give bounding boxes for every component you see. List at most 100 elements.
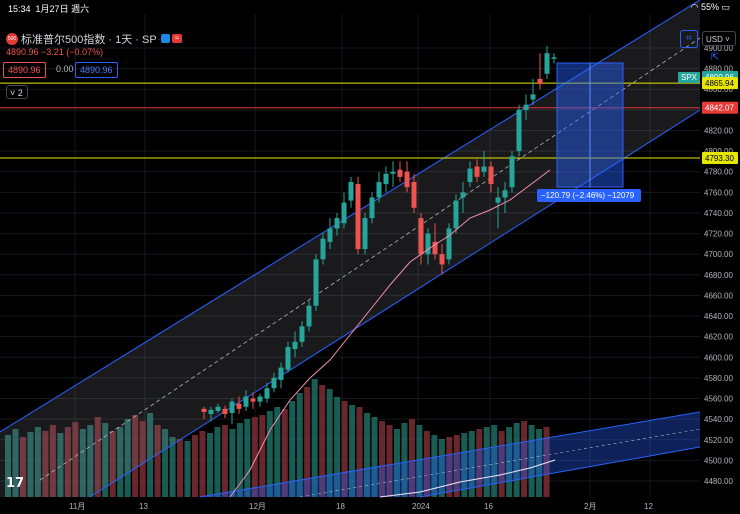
price-axis[interactable] xyxy=(700,14,740,514)
volume-bar xyxy=(139,421,146,497)
hline-4865-tag: 4865.94 xyxy=(705,79,734,88)
hline-4865-tag-bg xyxy=(702,77,738,90)
candle xyxy=(306,305,312,327)
chart-header: 500 标准普尔500指数 · 1天 · SP · · · ≈ 4890.96 … xyxy=(0,14,740,99)
indicator-count: 2 xyxy=(17,88,23,98)
price-tick-label: 4520.00 xyxy=(704,436,733,445)
volume-bar xyxy=(184,441,191,497)
volume-bar xyxy=(64,427,71,497)
volume-bar xyxy=(416,425,423,497)
volume-bar xyxy=(72,422,79,497)
candle xyxy=(544,53,550,74)
volume-bar xyxy=(289,401,296,497)
volume-bar xyxy=(521,421,528,497)
candle xyxy=(243,396,249,407)
status-bar: 15:34 1月27日 週六 ◠ 55% ▭ xyxy=(0,0,740,14)
candle xyxy=(376,182,382,198)
price-tick-label: 4660.00 xyxy=(704,291,733,300)
volume-bar xyxy=(319,385,326,497)
crosshair-icon[interactable]: ⌗ xyxy=(680,30,698,48)
volume-bar xyxy=(379,421,385,497)
candle xyxy=(264,388,270,399)
price-tick-label: 4780.00 xyxy=(704,168,733,177)
candle xyxy=(411,182,417,208)
price-tick-label: 4860.00 xyxy=(704,85,733,94)
volume-average-line xyxy=(379,459,556,498)
volume-bar xyxy=(513,423,520,497)
time-axis-label: 2月 xyxy=(584,502,596,511)
sell-price-button[interactable]: 4890.96 xyxy=(3,62,46,78)
volume-bar xyxy=(349,405,356,497)
volume-bar xyxy=(221,425,228,497)
volume-bar xyxy=(408,419,415,497)
candle xyxy=(446,228,452,260)
candle xyxy=(453,200,459,229)
bar-style-icon[interactable] xyxy=(161,34,170,43)
volume-bar xyxy=(102,423,109,497)
volume-bar xyxy=(364,413,371,497)
volume-bar xyxy=(87,425,94,497)
volume-bar xyxy=(199,431,206,497)
volume-channel-lower xyxy=(419,446,701,498)
volume-bar xyxy=(49,425,56,497)
candle xyxy=(341,202,347,224)
expand-icon[interactable]: ⇱ xyxy=(710,52,720,63)
time-axis-label: 2024 xyxy=(412,502,430,511)
candle xyxy=(236,403,242,409)
price-tick-label: 4680.00 xyxy=(704,271,733,280)
measure-label: −120.79 (−2.46%) −12079 xyxy=(541,191,635,200)
volume-bar xyxy=(192,435,198,497)
buy-price-button[interactable]: 4890.96 xyxy=(75,62,118,78)
tradingview-logo: 17 xyxy=(6,476,25,491)
candle xyxy=(425,233,431,255)
volume-channel-median xyxy=(299,428,701,498)
volume-bar xyxy=(132,415,139,497)
volume-bar xyxy=(236,423,243,497)
spread-value: 0.00 xyxy=(56,64,74,74)
hline-4842-tag: 4842.07 xyxy=(705,104,734,113)
symbol-logo-icon[interactable]: 500 xyxy=(6,33,18,45)
symbol-tag-bg xyxy=(678,72,700,83)
price-tick-label: 4540.00 xyxy=(704,415,733,424)
wave-icon[interactable]: ≈ xyxy=(172,34,182,43)
volume-bar xyxy=(498,431,505,497)
candle xyxy=(467,168,473,183)
candle xyxy=(355,184,361,250)
volume-bar xyxy=(446,437,453,497)
candle xyxy=(432,241,438,255)
time-axis-label: 12 xyxy=(644,502,653,511)
trend-channel-lower xyxy=(89,109,701,498)
indicator-collapse-button[interactable]: ˅ 2 xyxy=(6,85,28,99)
candle xyxy=(313,259,319,306)
price-tick-label: 4640.00 xyxy=(704,312,733,321)
volume-bar xyxy=(5,435,11,497)
volume-bar xyxy=(431,435,438,497)
symbol-title[interactable]: 标准普尔500指数 · 1天 · SP xyxy=(21,34,157,46)
price-tick-label: 4880.00 xyxy=(704,65,733,74)
candle xyxy=(334,218,340,229)
volume-bar xyxy=(177,439,184,497)
candle xyxy=(481,166,487,172)
candle xyxy=(474,166,480,177)
currency-select[interactable]: USD ˅ xyxy=(702,31,736,46)
time-axis-label: 11月 xyxy=(69,502,85,511)
candle xyxy=(495,197,501,203)
candle xyxy=(278,367,284,380)
more-dots-icon[interactable]: · · · xyxy=(152,34,166,44)
volume-bar xyxy=(154,425,161,497)
volume-bar xyxy=(476,429,483,497)
candle xyxy=(390,171,396,174)
symbol-tag: SPX xyxy=(681,73,698,82)
price-tick-label: 4800.00 xyxy=(704,147,733,156)
volume-bar xyxy=(251,417,258,497)
candle xyxy=(516,109,522,152)
battery-icon: ▭ xyxy=(721,2,730,12)
volume-bar xyxy=(334,397,341,497)
candle xyxy=(362,218,368,250)
volume-bar xyxy=(423,431,430,497)
volume-bar xyxy=(57,433,64,497)
volume-bar xyxy=(206,433,213,497)
volume-bar xyxy=(506,427,513,497)
volume-bar xyxy=(124,419,131,497)
